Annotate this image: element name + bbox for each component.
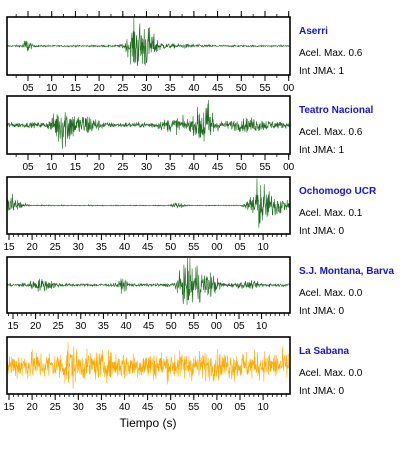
tick-label: 40: [119, 242, 131, 253]
tick-label: 35: [96, 402, 108, 413]
tick-label: 30: [75, 321, 87, 332]
tick-label: 00: [211, 402, 223, 413]
tick-label: 35: [98, 321, 110, 332]
tick-label: 10: [258, 402, 270, 413]
tick-label: 45: [212, 162, 224, 173]
tick-label: 00: [211, 242, 223, 253]
tick-label: 45: [143, 321, 155, 332]
tick-label: 15: [3, 402, 15, 413]
tick-label: 35: [96, 242, 108, 253]
acel-max-value: Acel. Max. 0.1: [299, 208, 363, 219]
int-jma-value: Int JMA: 1: [299, 145, 344, 156]
tick-label: 05: [22, 162, 34, 173]
tick-label: 45: [142, 402, 154, 413]
tick-label: 20: [27, 242, 39, 253]
tick-label: 50: [236, 83, 248, 94]
tick-label: 20: [94, 83, 106, 94]
acel-max-value: Acel. Max. 0.6: [299, 127, 363, 138]
tick-label: 50: [165, 402, 177, 413]
int-jma-value: Int JMA: 0: [299, 386, 344, 397]
tick-label: 30: [141, 83, 153, 94]
tick-label: 15: [70, 162, 82, 173]
int-jma-value: Int JMA: 1: [299, 66, 344, 77]
tick-label: 05: [234, 242, 246, 253]
panel-frame: [6, 95, 291, 155]
acel-max-value: Acel. Max. 0.0: [299, 368, 363, 379]
tick-label: 40: [120, 321, 132, 332]
tick-label: 30: [73, 402, 85, 413]
tick-label: 45: [212, 83, 224, 94]
tick-label: 25: [50, 402, 62, 413]
tick-label: 35: [165, 83, 177, 94]
tick-label: 50: [165, 242, 177, 253]
tick-label: 40: [119, 402, 131, 413]
tick-label: 45: [142, 242, 154, 253]
tick-label: 40: [188, 83, 200, 94]
tick-label: 30: [141, 162, 153, 173]
tick-label: 20: [30, 321, 42, 332]
tick-label: 15: [7, 321, 19, 332]
waveform-trace: [6, 178, 291, 228]
panel-2: 05 10 15 20 25 30 35 40 45 50 55 00 Teatro Nacional A…: [6, 95, 373, 173]
station-name: Aserri: [299, 26, 328, 37]
tick-label: 15: [3, 242, 15, 253]
tick-label: 05: [233, 321, 245, 332]
waveform-trace: [6, 341, 291, 389]
tick-label: 00: [211, 321, 223, 332]
waveform-trace: [6, 17, 291, 66]
panel-3: 15 20 25 30 35 40 45 50 55 00 05 10 Ochomogo UCR Acel…: [3, 176, 377, 253]
tick-label: 05: [234, 402, 246, 413]
tick-label: 50: [236, 162, 248, 173]
tick-label: 55: [188, 402, 200, 413]
panel-frame: [6, 16, 291, 76]
tick-label: 30: [73, 242, 85, 253]
tick-label: 55: [188, 242, 200, 253]
station-name: La Sabana: [299, 346, 349, 357]
station-name: Ochomogo UCR: [299, 186, 377, 197]
panels-layer: 05 10 15 20 25 30 35 40 45 50 55 00 Aserri Acel. Max.…: [3, 11, 394, 413]
acel-max-value: Acel. Max. 0.6: [299, 48, 363, 59]
tick-label: 05: [22, 83, 34, 94]
int-jma-value: Int JMA: 0: [299, 306, 344, 317]
tick-label: 55: [259, 83, 271, 94]
panel-4: 15 20 25 30 35 40 45 50 55 00 05 10 S.J. Montana, Ba…: [6, 256, 394, 332]
panel-1: 05 10 15 20 25 30 35 40 45 50 55 00 Aserri Acel. Max.…: [6, 11, 363, 94]
tick-label: 00: [283, 83, 295, 94]
tick-label: 10: [258, 242, 270, 253]
tick-label: 25: [117, 83, 129, 94]
tick-label: 20: [94, 162, 106, 173]
tick-label: 55: [259, 162, 271, 173]
tick-label: 10: [46, 83, 58, 94]
station-name: Teatro Nacional: [299, 105, 373, 116]
tick-label: 00: [283, 162, 295, 173]
panel-frame: [6, 176, 291, 235]
tick-label: 55: [188, 321, 200, 332]
tick-label: 10: [256, 321, 268, 332]
station-name: S.J. Montana, Barva: [299, 266, 394, 277]
tick-label: 10: [46, 162, 58, 173]
panel-frame: [6, 336, 291, 395]
tick-label: 25: [50, 242, 62, 253]
tick-label: 25: [117, 162, 129, 173]
acel-max-value: Acel. Max. 0.0: [299, 288, 363, 299]
panel-5: 15 20 25 30 35 40 45 50 55 00 05 10 La Sabana Acel. M…: [3, 336, 363, 413]
tick-label: 25: [53, 321, 65, 332]
waveform-trace: [6, 99, 291, 149]
tick-label: 20: [27, 402, 39, 413]
tick-label: 15: [70, 83, 82, 94]
tick-label: 50: [166, 321, 178, 332]
int-jma-value: Int JMA: 0: [299, 226, 344, 237]
tick-label: 35: [165, 162, 177, 173]
x-axis-title: Tiempo (s): [120, 416, 177, 430]
waveform-trace: [6, 257, 291, 305]
tick-label: 40: [188, 162, 200, 173]
